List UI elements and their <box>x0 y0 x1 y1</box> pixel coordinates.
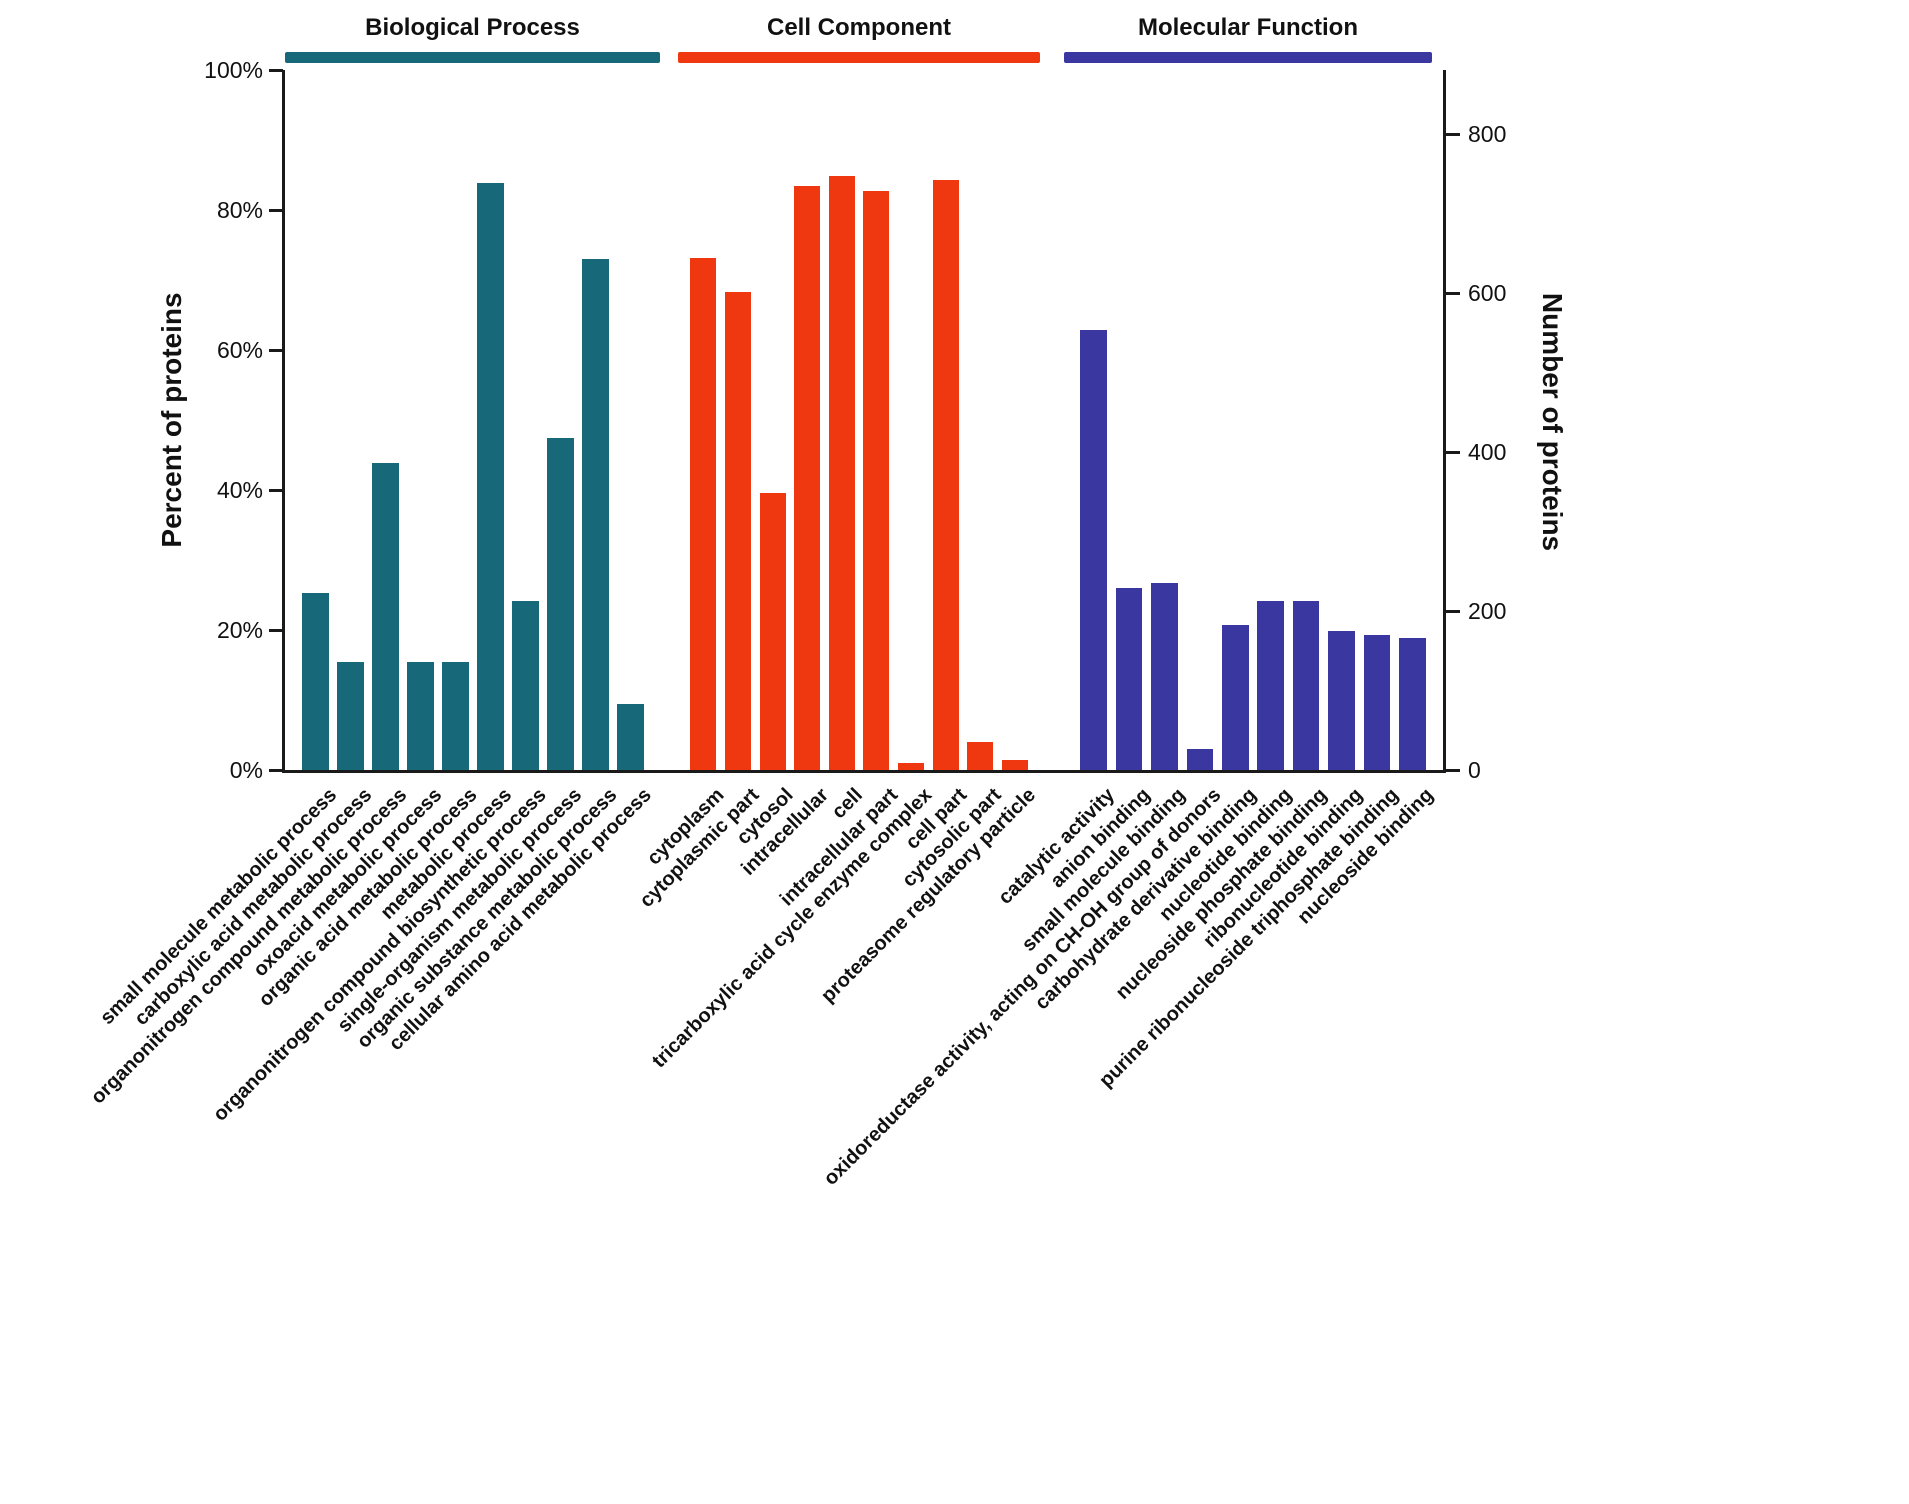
y-axis-right-tick <box>1446 291 1460 295</box>
bar-small-molecule-binding <box>1151 583 1178 770</box>
y-axis-left-spine <box>282 70 285 773</box>
y-axis-left-tick-label: 40% <box>216 477 263 503</box>
y-axis-right-tick <box>1446 450 1460 454</box>
y-axis-right-tick <box>1446 769 1460 772</box>
y-axis-left-tick <box>269 629 283 632</box>
y-axis-left-tick <box>269 349 283 352</box>
y-axis-left-tick-label: 0% <box>229 757 263 783</box>
bar-proteasome-regulatory-particle <box>1001 760 1028 770</box>
bar-organonitrogen-compound-biosynthetic-pro <box>512 601 539 770</box>
bar-tricarboxylic-acid-cycle-enzyme-complex <box>897 763 924 770</box>
category-underline-cell-component <box>678 52 1040 63</box>
y-axis-right-tick <box>1446 609 1460 613</box>
category-title-cell-component: Cell Component <box>767 14 951 41</box>
bar-small-molecule-metabolic-process <box>302 592 329 770</box>
bar-cell-part <box>932 179 959 770</box>
category-underline-biological-process <box>285 52 660 63</box>
y-axis-left-tick <box>269 489 283 492</box>
bar-organic-acid-metabolic-process <box>442 661 469 770</box>
bar-oxoacid-metabolic-process <box>407 661 434 770</box>
y-axis-right-tick-label: 0 <box>1468 757 1481 783</box>
y-axis-right-tick-label: 200 <box>1468 597 1507 624</box>
y-axis-right-tick-label: 600 <box>1468 279 1507 306</box>
bar-anion-binding <box>1115 588 1143 770</box>
y-axis-left-tick <box>269 769 283 772</box>
bar-cellular-amino-acid-metabolic-process <box>617 703 644 770</box>
y-axis-left-tick-label: 100% <box>204 57 263 83</box>
bar-ribonucleotide-binding <box>1328 630 1355 770</box>
x-tick-label-organonitrogen-compound-metabolic-proces: organonitrogen compound metabolic proces… <box>86 784 412 1109</box>
category-title-molecular-function: Molecular Function <box>1137 14 1358 41</box>
bar-cytosolic-part <box>967 742 994 770</box>
bar-nucleotide-binding <box>1257 601 1284 770</box>
bar-organic-substance-metabolic-process <box>582 259 609 770</box>
y-axis-left-tick <box>269 69 283 72</box>
bar-cytoplasm <box>690 258 717 770</box>
y-axis-right-tick-label: 400 <box>1468 438 1507 465</box>
bar-organonitrogen-compound-metabolic-proces <box>372 462 399 770</box>
y-axis-left-tick-label: 20% <box>216 617 263 643</box>
bar-purine-ribonucleoside-triphosphate-bindi <box>1363 634 1391 770</box>
y-axis-left-tick <box>269 209 283 212</box>
bar-oxidoreductase-activity-acting-on-ch-oh- <box>1186 749 1214 770</box>
x-axis-spine <box>282 770 1446 773</box>
bar-carbohydrate-derivative-binding <box>1222 625 1249 770</box>
bar-cell <box>828 176 855 770</box>
bar-metabolic-process <box>477 182 504 770</box>
bar-cytosol <box>759 492 786 770</box>
y-axis-right-tick <box>1446 132 1460 136</box>
bar-cytoplasmic-part <box>724 291 751 770</box>
bar-catalytic-activity <box>1080 329 1107 770</box>
bar-nucleoside-binding <box>1399 637 1426 770</box>
y-axis-right-tick-label: 800 <box>1468 120 1507 147</box>
bar-intracellular-part <box>863 191 890 770</box>
bar-nucleoside-phosphate-binding <box>1292 601 1320 770</box>
y-axis-left-tick-label: 80% <box>216 197 263 223</box>
category-underline-molecular-function <box>1064 52 1432 63</box>
y-axis-right-spine <box>1443 70 1446 773</box>
bar-carboxylic-acid-metabolic-process <box>337 661 364 770</box>
bar-single-organism-metabolic-process <box>547 437 574 770</box>
y-axis-left-tick-label: 60% <box>216 337 263 363</box>
bar-intracellular <box>794 185 821 770</box>
category-title-biological-process: Biological Process <box>365 14 580 41</box>
